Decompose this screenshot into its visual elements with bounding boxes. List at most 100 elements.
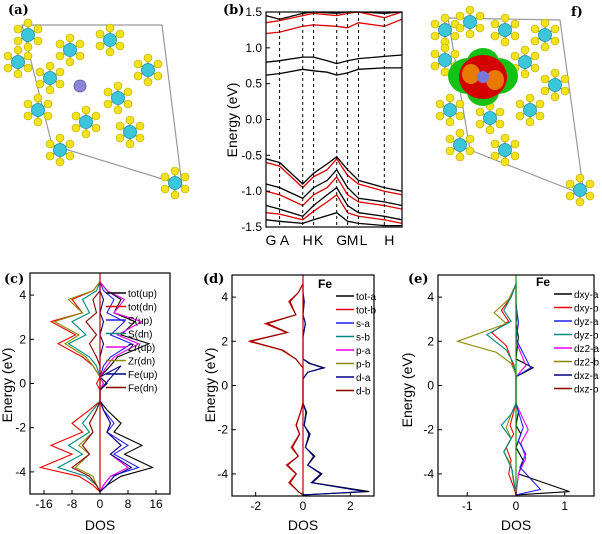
a-s-atom [135, 121, 145, 131]
ytick-label: 2 [221, 334, 228, 348]
f-s-atom [450, 49, 460, 59]
ytick-label: -0.5 [241, 148, 262, 162]
a-s-atom [43, 99, 53, 109]
f-s-atom [575, 173, 585, 183]
f-s-atom [490, 139, 500, 149]
f-s-atom [490, 31, 500, 41]
f-s-atom [550, 68, 560, 78]
legend-entry: dz2-b [574, 358, 599, 369]
panel-c-chart: -16 -8 0 8 16 -4 -2 0 2 4 tot(up) tot(dn) S(up) S(dn… [0, 272, 171, 533]
a-s-atom [45, 85, 55, 95]
legend-title: Fe [536, 275, 550, 289]
dos-line-dyz-b [485, 283, 517, 495]
f-s-atom [430, 61, 440, 71]
f-zr-atom [548, 78, 562, 92]
f-s-atom [465, 5, 475, 15]
a-s-atom [113, 81, 123, 91]
f-s-atom [475, 119, 485, 129]
f-s-atom [475, 107, 485, 117]
a-s-atom [75, 39, 85, 49]
a-s-atom [23, 63, 33, 73]
panel-f-structure [430, 5, 595, 207]
xtick-label: 16 [149, 497, 163, 511]
f-s-atom [515, 111, 525, 121]
f-s-atom [455, 152, 465, 162]
f-s-atom [530, 24, 540, 34]
kpoint-label: A [280, 232, 290, 248]
f-zr-atom [483, 111, 497, 125]
f-s-atom [575, 197, 585, 207]
f-zr-atom [573, 183, 587, 197]
a-s-atom [105, 23, 115, 33]
f-s-atom [515, 99, 525, 109]
f-zr-atom [538, 28, 552, 42]
a-s-atom [105, 47, 115, 57]
a-s-atom [95, 29, 105, 39]
band-line-up-v3 [265, 186, 403, 221]
panel-b-frame [265, 11, 403, 228]
a-s-atom [35, 67, 45, 77]
panel-d-label: (d) [203, 272, 224, 287]
f-s-atom [525, 117, 535, 127]
f-s-atom [495, 107, 505, 117]
legend-entry: Fe(up) [128, 370, 157, 381]
a-s-atom [13, 24, 23, 34]
a-s-atom [170, 166, 180, 176]
f-s-atom [475, 23, 485, 33]
dos-line-d-b [250, 283, 304, 496]
a-s-atom [135, 133, 145, 143]
a-s-atom [160, 172, 170, 182]
a-fe-atom [73, 79, 87, 93]
xtick-label: 8 [125, 497, 132, 511]
f-s-atom [490, 151, 500, 161]
f-s-atom [540, 86, 550, 96]
legend-entry: S(dn) [128, 330, 152, 341]
panel-e-ylabel: Energy (eV) [399, 353, 415, 428]
a-s-atom [133, 59, 143, 69]
f-s-atom [445, 134, 455, 144]
legend-entry: s-a [356, 319, 370, 330]
a-s-atom [45, 139, 55, 149]
f-s-atom [430, 31, 440, 41]
f-s-atom [465, 146, 475, 156]
panel-a-structure [3, 18, 190, 200]
a-s-atom [65, 57, 75, 67]
panel-f-unit-cell [447, 17, 585, 196]
a-s-atom [143, 53, 153, 63]
xtick-label: -2 [250, 499, 261, 513]
ytick-label: 0 [19, 377, 26, 391]
legend-entry: dyz-a [574, 317, 599, 328]
f-s-atom [510, 139, 520, 149]
f-s-atom [465, 134, 475, 144]
dos-line-Fe(dn) [70, 281, 101, 493]
a-zr-atom [168, 176, 182, 190]
f-s-atom [435, 111, 445, 121]
a-s-atom [71, 123, 81, 133]
kpoint-label: M [347, 232, 359, 248]
f-zr-atom [498, 23, 512, 37]
ytick-label: 0.0 [245, 113, 262, 127]
panel-e-xlabel: DOS [501, 517, 531, 533]
f-s-atom [435, 99, 445, 109]
f-s-atom [430, 19, 440, 29]
f-s-atom [560, 74, 570, 84]
panel-c-label: (c) [4, 272, 24, 287]
ytick-label: 0.5 [245, 77, 262, 91]
ytick-label: 4 [221, 290, 228, 304]
a-s-atom [103, 87, 113, 97]
a-s-atom [91, 111, 101, 121]
f-s-atom [540, 42, 550, 52]
legend-entry: dxy-b [574, 304, 599, 315]
f-s-atom [430, 49, 440, 59]
f-zr-atom [463, 15, 477, 29]
f-zr-atom [438, 53, 452, 67]
a-s-atom [55, 133, 65, 143]
a-s-atom [180, 172, 190, 182]
a-s-atom [143, 77, 153, 87]
f-s-atom [455, 11, 465, 21]
f-s-atom [445, 117, 455, 127]
f-s-atom [440, 13, 450, 23]
f-s-atom [520, 45, 530, 55]
a-zr-atom [63, 43, 77, 57]
